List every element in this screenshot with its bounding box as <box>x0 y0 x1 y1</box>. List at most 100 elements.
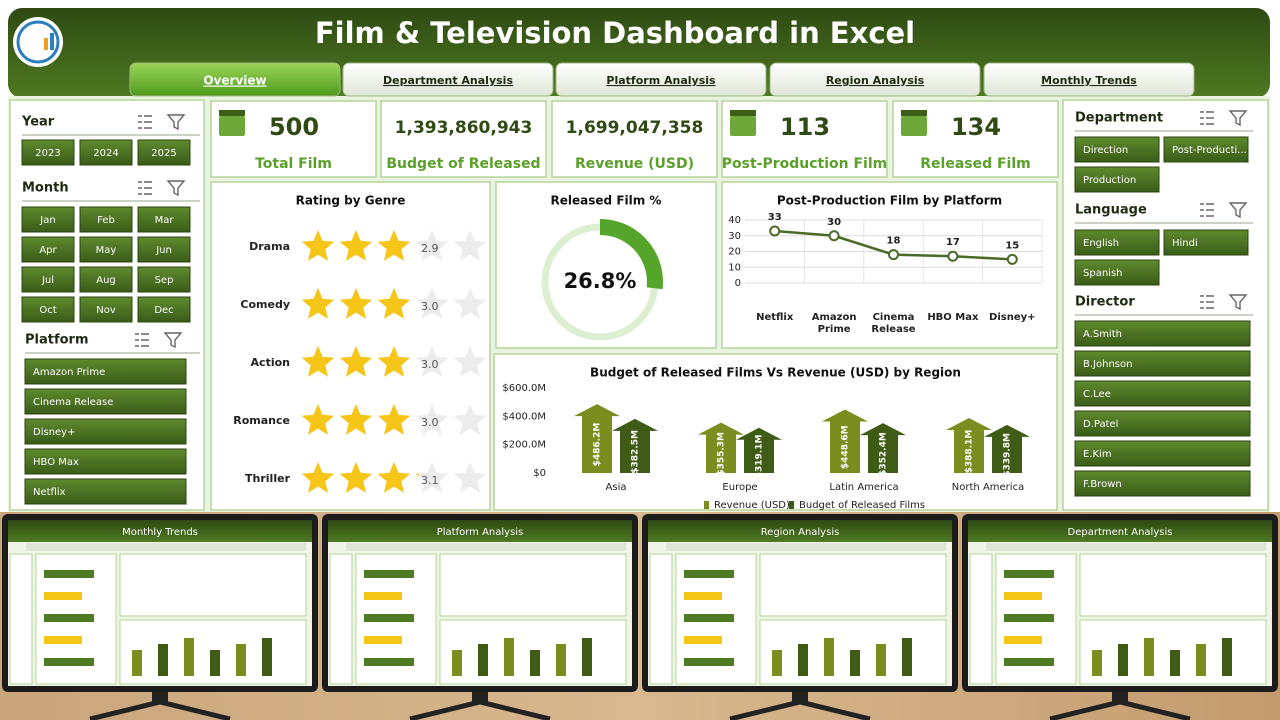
slicer-button[interactable] <box>1074 136 1160 163</box>
tab-label[interactable]: Monthly Trends <box>1041 74 1137 87</box>
slicer-button[interactable] <box>79 266 133 293</box>
slicer-button[interactable] <box>1074 350 1251 377</box>
slicer-button[interactable] <box>137 139 191 166</box>
multiselect-icon[interactable] <box>138 115 152 129</box>
slicer-button-label[interactable]: Jun <box>155 245 172 256</box>
slicer-button-label[interactable]: 2024 <box>93 148 118 159</box>
slicer-button-label[interactable]: B.Johnson <box>1083 359 1132 370</box>
kpi-label: Released Film <box>920 156 1031 172</box>
slicer-button-label[interactable]: Oct <box>39 305 56 316</box>
slicer-button-label[interactable]: Disney+ <box>33 427 75 438</box>
slicer-button-label[interactable]: Apr <box>39 245 57 256</box>
multiselect-icon[interactable] <box>135 333 149 347</box>
slicer-button-label[interactable]: Jul <box>41 275 54 286</box>
tab-label[interactable]: Overview <box>203 74 266 88</box>
slicer-button-label[interactable]: Cinema Release <box>33 397 113 408</box>
tab-label[interactable]: Platform Analysis <box>606 74 716 87</box>
slicer-button-label[interactable]: Production <box>1083 175 1136 186</box>
tab-label[interactable]: Department Analysis <box>383 74 513 87</box>
slicer-button-label[interactable]: Spanish <box>1083 268 1123 279</box>
slicer-button[interactable] <box>21 206 75 233</box>
slicer-button[interactable] <box>21 236 75 263</box>
slicer-button-label[interactable]: A.Smith <box>1083 329 1122 340</box>
slicer-button-label[interactable]: E.Kim <box>1083 449 1112 460</box>
kpi-card <box>551 100 718 178</box>
tab[interactable] <box>555 62 767 97</box>
filter-icon[interactable] <box>166 180 186 197</box>
slicer-button-label[interactable]: Jan <box>39 215 55 226</box>
slicer-button-label[interactable]: Aug <box>96 275 116 286</box>
slicer-button-label[interactable]: Hindi <box>1172 238 1198 249</box>
data-label: 33 <box>768 212 782 223</box>
slicer-button[interactable] <box>79 206 133 233</box>
slicer-button-label[interactable]: Sep <box>155 275 174 286</box>
slicer-button-label[interactable]: Feb <box>97 215 115 226</box>
slicer-button[interactable] <box>79 296 133 323</box>
tab[interactable] <box>342 62 554 97</box>
slicer-button[interactable] <box>137 296 191 323</box>
slicer-button[interactable] <box>24 448 187 475</box>
data-label: 17 <box>946 237 960 248</box>
slicer-button-label[interactable]: Netflix <box>33 487 66 498</box>
filter-icon[interactable] <box>163 332 183 349</box>
monitor-thumb-bar <box>1196 644 1206 676</box>
slicer-button-label[interactable]: Mar <box>155 215 175 226</box>
slicer-button-label[interactable]: D.Patel <box>1083 419 1118 430</box>
slicer-button-label[interactable]: 2025 <box>151 148 176 159</box>
slicer-button-label[interactable]: Direction <box>1083 145 1128 156</box>
tab[interactable] <box>983 62 1195 97</box>
multiselect-icon[interactable] <box>138 181 152 195</box>
monitor-thumb-item <box>1004 570 1054 578</box>
slicer-button-label[interactable]: 2023 <box>35 148 60 159</box>
slicer-button[interactable] <box>1074 229 1160 256</box>
slicer-button-label[interactable]: C.Lee <box>1083 389 1111 400</box>
filter-icon[interactable] <box>166 114 186 131</box>
tab[interactable] <box>769 62 981 97</box>
slicer-button[interactable] <box>137 236 191 263</box>
multiselect-icon[interactable] <box>1200 111 1214 125</box>
slicer-button[interactable] <box>1074 166 1160 193</box>
slicer-button[interactable] <box>1163 136 1249 163</box>
x-tick-label: North America <box>952 482 1024 493</box>
slicer-button[interactable] <box>21 139 75 166</box>
slicer-button[interactable] <box>1074 440 1251 467</box>
slicer-button[interactable] <box>79 236 133 263</box>
slicer-button-label[interactable]: F.Brown <box>1083 479 1122 490</box>
monitor-thumb-bar <box>184 638 194 676</box>
tab-label[interactable]: Region Analysis <box>826 74 925 87</box>
slicer-button[interactable] <box>21 296 75 323</box>
monitor-thumb-bar <box>530 650 540 676</box>
slicer-button-label[interactable]: Amazon Prime <box>33 367 105 378</box>
monitor-thumb-bar <box>1118 644 1128 676</box>
slicer-button[interactable] <box>79 139 133 166</box>
multiselect-icon[interactable] <box>1200 295 1214 309</box>
tab[interactable] <box>129 62 341 97</box>
slicer-button[interactable] <box>24 478 187 505</box>
slicer-button-label[interactable]: Post-Producti... <box>1172 145 1247 156</box>
slicer-button[interactable] <box>24 388 187 415</box>
star <box>415 473 419 477</box>
slicer-button[interactable] <box>1074 410 1251 437</box>
slicer-button[interactable] <box>1074 470 1251 497</box>
filter-icon[interactable] <box>1228 294 1248 311</box>
slicer-button[interactable] <box>137 206 191 233</box>
slicer-button-label[interactable]: May <box>96 245 117 256</box>
slicer-button-label[interactable]: Dec <box>154 305 173 316</box>
slicer-button[interactable] <box>137 266 191 293</box>
slicer-button[interactable] <box>1163 229 1249 256</box>
slicer-button[interactable] <box>1074 380 1251 407</box>
slicer-button[interactable] <box>1074 320 1251 347</box>
slicer-button[interactable] <box>21 266 75 293</box>
slicer-button-label[interactable]: English <box>1083 238 1119 249</box>
slicer-button[interactable] <box>24 418 187 445</box>
filter-icon[interactable] <box>1228 202 1248 219</box>
multiselect-icon[interactable] <box>1200 203 1214 217</box>
data-label: $486.2M <box>593 423 603 467</box>
slicer-button[interactable] <box>1074 259 1160 286</box>
slicer-button-label[interactable]: HBO Max <box>33 457 79 468</box>
slicer-button-label[interactable]: Nov <box>96 305 116 316</box>
filter-icon[interactable] <box>1228 110 1248 127</box>
slicer-button[interactable] <box>24 358 187 385</box>
x-tick-label: Asia <box>606 482 627 493</box>
monitor-thumb-item <box>364 614 414 622</box>
